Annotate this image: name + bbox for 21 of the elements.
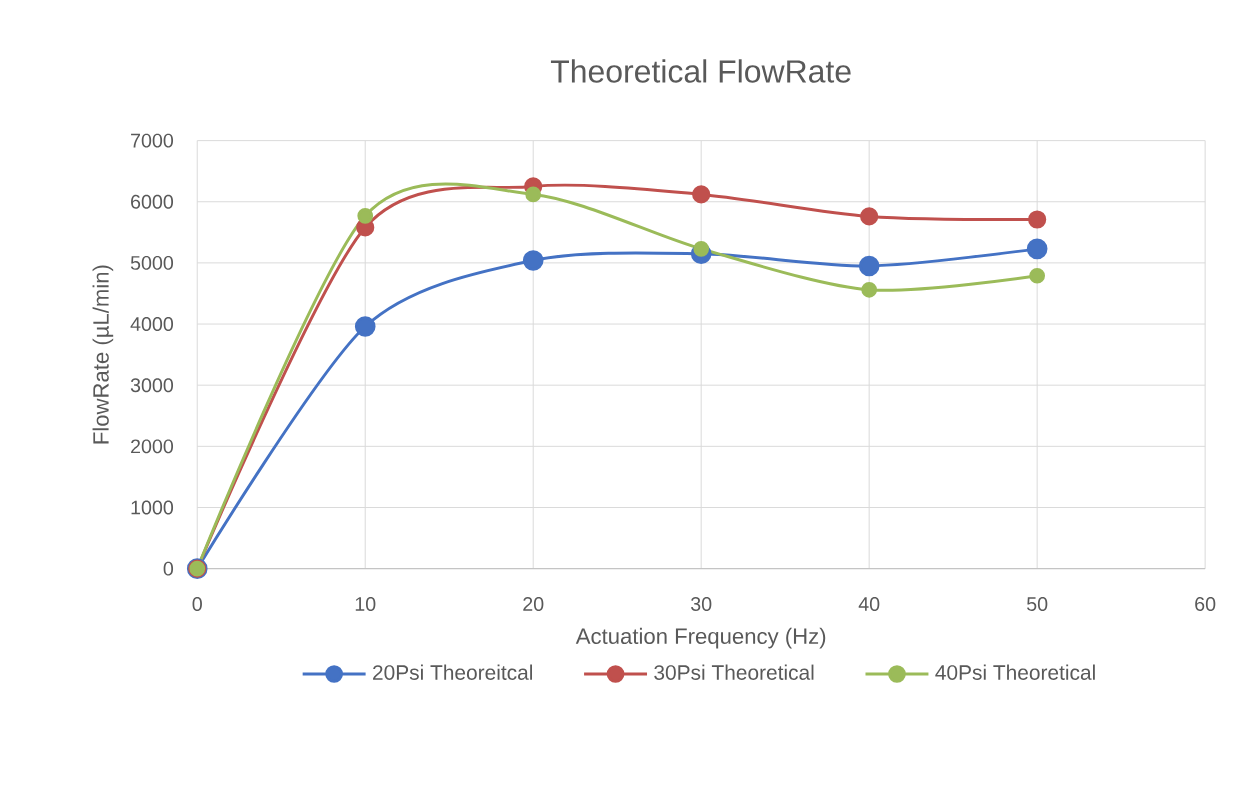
x-tick-label: 0 bbox=[192, 597, 202, 612]
x-axis-title: Actuation Frequency (Hz) bbox=[575, 627, 826, 649]
y-tick-label: 5000 bbox=[130, 256, 174, 270]
y-tick-label: 0 bbox=[163, 561, 174, 576]
y-tick-label: 7000 bbox=[131, 133, 174, 148]
x-tick-label: 20 bbox=[523, 597, 544, 612]
y-axis-title: FlowRate (µL/min) bbox=[92, 265, 114, 444]
legend-label: 20Psi Theoreitcal bbox=[373, 664, 532, 681]
y-tick-label: 3000 bbox=[130, 378, 174, 393]
y-tick-label: 1000 bbox=[131, 500, 174, 515]
y-tick-label: 6000 bbox=[131, 194, 174, 209]
x-tick-label: 50 bbox=[1026, 597, 1048, 612]
x-tick-label: 30 bbox=[690, 597, 712, 612]
legend-label: 40Psi Theoretical bbox=[935, 664, 1095, 681]
legend-label: 30Psi Theoretical bbox=[654, 664, 814, 681]
y-tick-label: 2000 bbox=[131, 439, 174, 454]
x-tick-label: 10 bbox=[355, 597, 376, 612]
chart-title: Theoretical FlowRate bbox=[550, 59, 851, 83]
x-tick-label: 40 bbox=[858, 597, 880, 612]
x-tick-label: 60 bbox=[1195, 597, 1216, 612]
y-tick-label: 4000 bbox=[130, 317, 174, 332]
